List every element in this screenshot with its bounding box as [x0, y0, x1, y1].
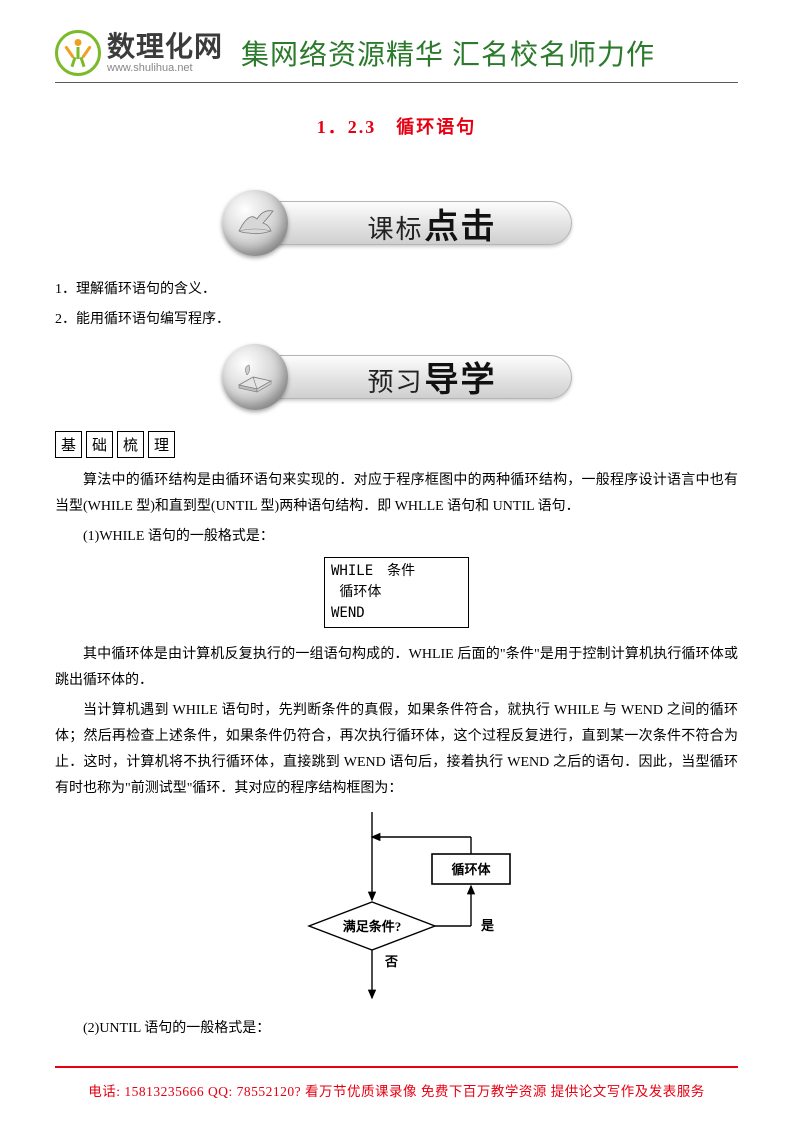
logo-title: 数理化网	[107, 33, 223, 61]
subsection-label: 基 础 梳 理	[55, 431, 738, 458]
svg-text:是: 是	[480, 918, 495, 933]
box-char: 梳	[117, 431, 144, 458]
page-title: 1．2.3 循环语句	[55, 113, 738, 139]
pill-text-big: 点击	[425, 199, 497, 248]
logo-url: www.shulihua.net	[107, 63, 223, 74]
code-block-while: WHILE 条件 循环体 WEND	[324, 557, 469, 628]
paragraph: 当计算机遇到 WHILE 语句时，先判断条件的真假，如果条件符合，就执行 WHI…	[55, 698, 738, 802]
header-slogan: 集网络资源精华 汇名校名师力作	[241, 33, 655, 73]
footer-text: 电话: 15813235666 QQ: 78552120? 看万节优质课录像 免…	[0, 1080, 793, 1100]
box-char: 基	[55, 431, 82, 458]
pill-text-small: 课标	[367, 209, 423, 246]
svg-text:满足条件?: 满足条件?	[342, 919, 401, 934]
objective-2: 2．能用循环语句编写程序．	[55, 307, 738, 333]
logo: 数理化网 www.shulihua.net	[55, 30, 223, 76]
section-banner-yuxi: 预习 导学	[222, 343, 572, 411]
pill-text-small: 预习	[367, 362, 423, 399]
box-char: 础	[86, 431, 113, 458]
pill-text-big: 导学	[425, 352, 497, 401]
logo-icon	[55, 30, 101, 76]
box-char: 理	[148, 431, 175, 458]
paragraph: 算法中的循环结构是由循环语句来实现的．对应于程序框图中的两种循环结构，一般程序设…	[55, 468, 738, 520]
svg-text:循环体: 循环体	[451, 862, 491, 877]
site-header: 数理化网 www.shulihua.net 集网络资源精华 汇名校名师力作	[55, 30, 738, 83]
paragraph: 其中循环体是由计算机反复执行的一组语句构成的．WHLIE 后面的"条件"是用于控…	[55, 642, 738, 694]
svg-text:否: 否	[384, 954, 398, 969]
bird-icon	[222, 190, 288, 256]
objective-1: 1．理解循环语句的含义．	[55, 277, 738, 303]
paragraph: (2)UNTIL 语句的一般格式是：	[55, 1016, 738, 1042]
book-icon	[222, 344, 288, 410]
section-banner-kebiao: 课标 点击	[222, 189, 572, 257]
paragraph: (1)WHILE 语句的一般格式是：	[55, 524, 738, 550]
page-footer: 电话: 15813235666 QQ: 78552120? 看万节优质课录像 免…	[0, 1066, 793, 1100]
while-flowchart: 满足条件? 是 循环体 否	[267, 812, 527, 1002]
